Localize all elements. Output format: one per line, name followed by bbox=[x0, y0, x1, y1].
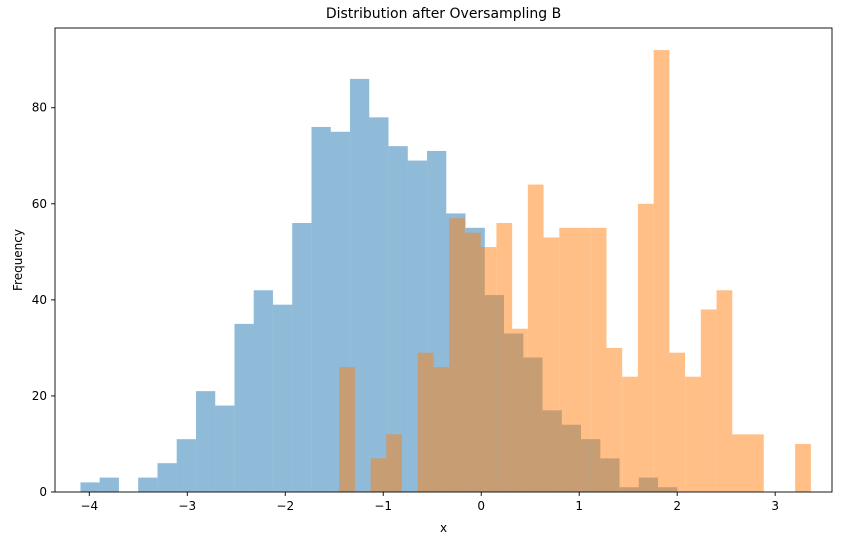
y-axis-label: Frequency bbox=[11, 229, 25, 291]
histogram-bar-s2-22 bbox=[669, 352, 686, 492]
histogram-bar-s2-27 bbox=[748, 434, 764, 492]
histogram-bar-s1-8 bbox=[215, 405, 235, 492]
histogram-bar-s2-18 bbox=[606, 347, 623, 492]
histogram-bar-s2-21 bbox=[653, 50, 670, 492]
histogram-bar-s2-4 bbox=[386, 434, 403, 492]
histogram-bar-s2-6 bbox=[417, 352, 434, 492]
histogram-bar-s2-14 bbox=[543, 237, 560, 492]
histogram-bar-s2-26 bbox=[732, 434, 748, 492]
histogram-bar-s1-5 bbox=[157, 463, 177, 492]
histogram-bar-s2-16 bbox=[574, 227, 591, 492]
bars-layer bbox=[80, 50, 811, 493]
series-2 bbox=[339, 50, 811, 492]
y-tick-label: 40 bbox=[32, 293, 47, 307]
histogram-bar-s2-10 bbox=[480, 247, 497, 492]
x-tick-label: 3 bbox=[771, 499, 779, 513]
histogram-bar-s2-23 bbox=[685, 376, 701, 492]
histogram-bar-s1-2 bbox=[99, 477, 119, 492]
x-tick-label: 0 bbox=[477, 499, 485, 513]
histogram-bar-s2-30 bbox=[795, 443, 811, 492]
histogram-bar-s2-24 bbox=[700, 309, 717, 492]
x-tick-label: −1 bbox=[374, 499, 392, 513]
histogram-bar-s1-10 bbox=[253, 290, 273, 492]
histogram-bar-s1-17 bbox=[388, 146, 408, 492]
histogram-bar-s2-13 bbox=[527, 184, 544, 492]
histogram-bar-s2-12 bbox=[512, 328, 528, 492]
x-tick-label: −2 bbox=[276, 499, 294, 513]
y-tick-label: 80 bbox=[32, 101, 47, 115]
x-tick-label: 1 bbox=[575, 499, 583, 513]
histogram-bar-s2-20 bbox=[637, 203, 654, 492]
histogram-bar-s2-7 bbox=[433, 367, 450, 492]
histogram-bar-s2-17 bbox=[590, 227, 607, 492]
histogram-bar-s2-3 bbox=[370, 458, 387, 492]
y-tick-label: 60 bbox=[32, 197, 47, 211]
x-tick-label: −4 bbox=[80, 499, 98, 513]
histogram-bar-s2-11 bbox=[496, 223, 513, 492]
chart-title: Distribution after Oversampling B bbox=[326, 6, 561, 22]
histogram-bar-s2-25 bbox=[716, 290, 733, 492]
histogram-bar-s1-6 bbox=[176, 439, 196, 492]
plot-frame bbox=[54, 27, 833, 493]
histogram-bar-s1-13 bbox=[311, 126, 331, 492]
histogram-bar-s1-4 bbox=[138, 477, 158, 492]
x-tick-label: 2 bbox=[673, 499, 681, 513]
histogram-bar-s2-1 bbox=[339, 367, 355, 492]
histogram-bar-s2-8 bbox=[449, 218, 465, 492]
histogram-bar-s2-15 bbox=[559, 227, 576, 492]
histogram-bar-s1-16 bbox=[369, 117, 389, 492]
histogram-bar-s1-12 bbox=[292, 223, 312, 492]
histogram-bar-s2-19 bbox=[622, 376, 638, 492]
ticks-layer: −4 −3 −2 −1 0 1 2 3 0 20 40 60 80 bbox=[32, 101, 779, 513]
x-tick-label: −3 bbox=[178, 499, 196, 513]
y-tick-label: 20 bbox=[32, 389, 47, 403]
x-axis-label: x bbox=[440, 521, 447, 535]
histogram-bar-s1-1 bbox=[80, 482, 100, 492]
histogram-bar-s1-9 bbox=[234, 323, 254, 492]
histogram-bar-s1-7 bbox=[195, 391, 216, 492]
y-tick-label: 0 bbox=[39, 485, 47, 499]
histogram-bar-s1-11 bbox=[273, 304, 293, 492]
histogram-bar-s2-9 bbox=[464, 232, 481, 492]
